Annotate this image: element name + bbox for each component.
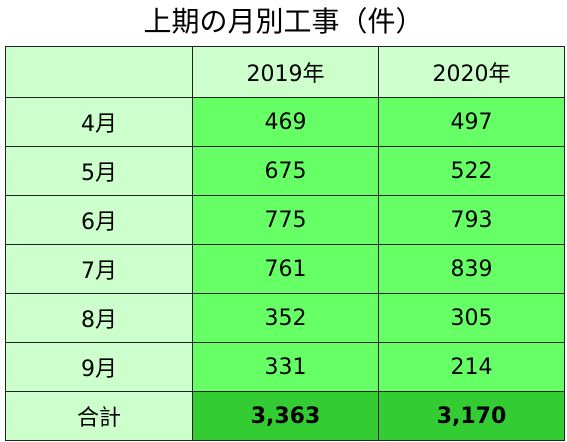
row-label: 8月 bbox=[5, 293, 193, 343]
table-row: 7月 761 839 bbox=[5, 244, 565, 294]
table-cell: 793 bbox=[378, 195, 565, 245]
table-cell: 522 bbox=[378, 146, 565, 196]
total-cell: 3,363 bbox=[192, 391, 379, 441]
table-row: 8月 352 305 bbox=[5, 293, 565, 343]
row-label: 4月 bbox=[5, 97, 193, 147]
table-cell: 305 bbox=[378, 293, 565, 343]
table-row: 5月 675 522 bbox=[5, 146, 565, 196]
table-cell: 775 bbox=[192, 195, 379, 245]
table-row: 6月 775 793 bbox=[5, 195, 565, 245]
table-cell: 331 bbox=[192, 342, 379, 392]
row-label: 7月 bbox=[5, 244, 193, 294]
table-cell: 352 bbox=[192, 293, 379, 343]
column-header: 2019年 bbox=[192, 46, 379, 98]
row-label: 5月 bbox=[5, 146, 193, 196]
table-cell: 469 bbox=[192, 97, 379, 147]
table: 2019年 2020年 4月 469 497 5月 675 522 6月 775 793 7月 761 8… bbox=[5, 46, 565, 441]
table-cell: 839 bbox=[378, 244, 565, 294]
table-row: 9月 331 214 bbox=[5, 342, 565, 392]
table-row: 4月 469 497 bbox=[5, 97, 565, 147]
row-label: 9月 bbox=[5, 342, 193, 392]
row-label: 6月 bbox=[5, 195, 193, 245]
table-cell: 497 bbox=[378, 97, 565, 147]
total-cell: 3,170 bbox=[378, 391, 565, 441]
column-header: 2020年 bbox=[378, 46, 565, 98]
corner-cell bbox=[5, 46, 193, 98]
table-cell: 675 bbox=[192, 146, 379, 196]
total-label: 合計 bbox=[5, 391, 193, 441]
title: 上期の月別工事（件） bbox=[143, 5, 424, 38]
table-cell: 761 bbox=[192, 244, 379, 294]
total-row: 合計 3,363 3,170 bbox=[5, 391, 565, 441]
header-row: 2019年 2020年 bbox=[5, 46, 565, 98]
table-cell: 214 bbox=[378, 342, 565, 392]
